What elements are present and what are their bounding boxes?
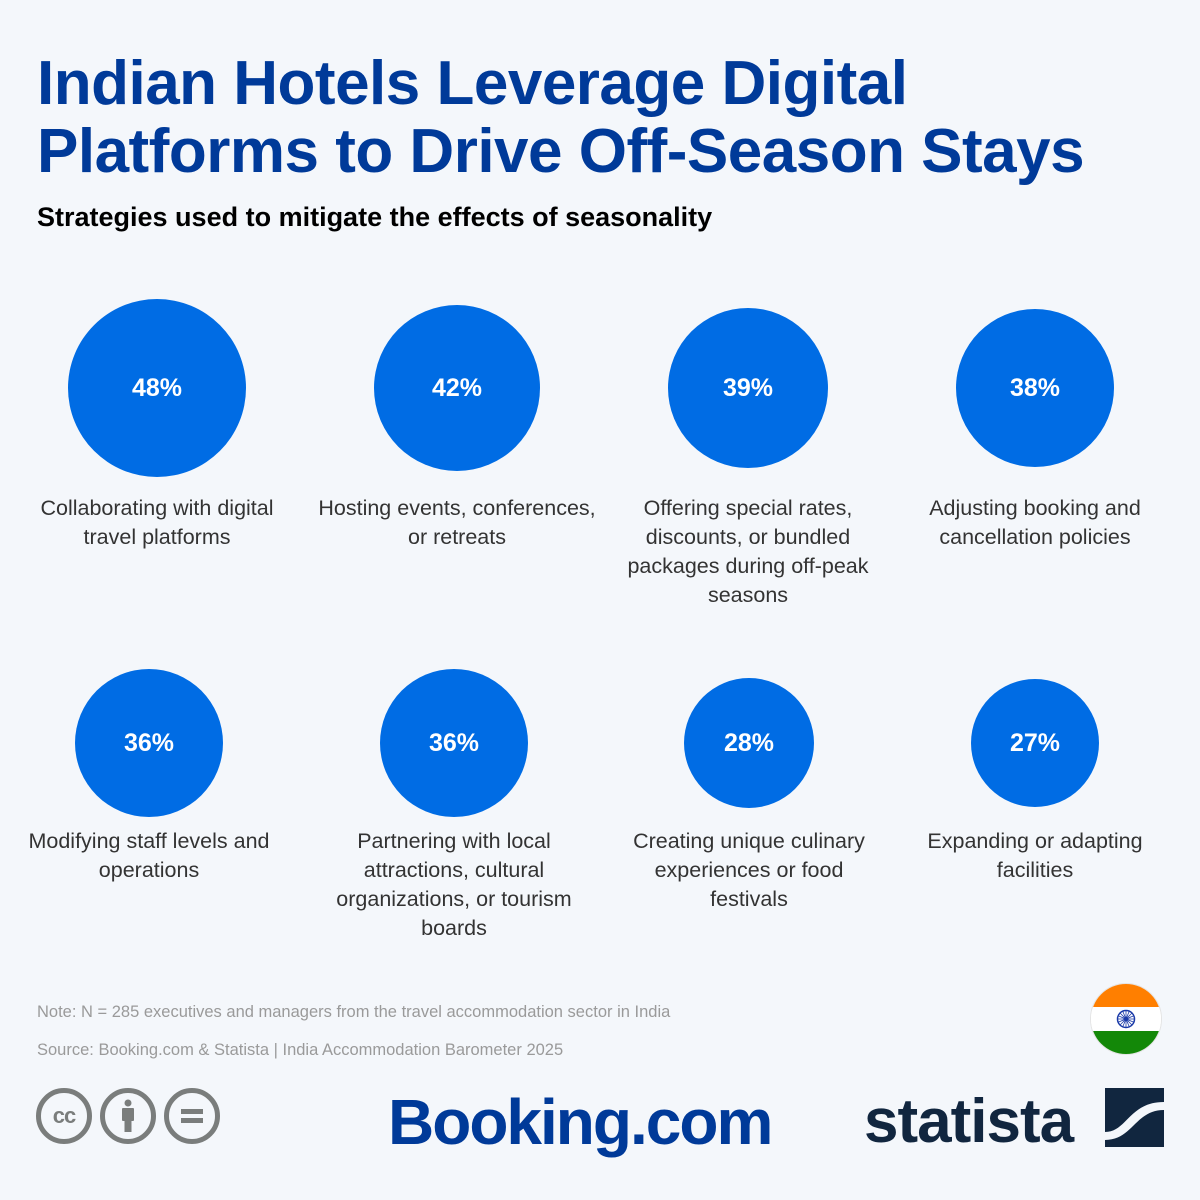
creative-commons-icon[interactable]: cc: [36, 1088, 92, 1144]
chart-subtitle: Strategies used to mitigate the effects …: [37, 202, 713, 232]
statista-logo-icon: [1105, 1088, 1164, 1147]
strategy-label: Modifying staff levels and operations: [28, 829, 270, 882]
strategy-label: Adjusting booking and cancellation polic…: [929, 496, 1141, 549]
value-bubble: 27%: [971, 679, 1099, 807]
india-flag-icon: [1090, 983, 1162, 1055]
strategy-label: Partnering with local attractions, cultu…: [336, 829, 572, 940]
source-text: Source: Booking.com & Statista | India A…: [37, 1041, 564, 1059]
booking-logo: Booking.com: [388, 1086, 773, 1158]
value-bubble: 38%: [956, 309, 1114, 467]
strategy-label: Offering special rates, discounts, or bu…: [627, 496, 869, 607]
strategy-label: Collaborating with digital travel platfo…: [40, 496, 274, 549]
value-bubble: 36%: [75, 669, 223, 817]
attribution-icon[interactable]: [100, 1088, 156, 1144]
chart-title: Indian Hotels Leverage Digital Platforms…: [37, 49, 1085, 186]
strategy-label: Creating unique culinary experiences or …: [633, 829, 865, 911]
license-icons: cc: [36, 1088, 220, 1144]
ashoka-chakra-icon: [1116, 1009, 1136, 1029]
value-bubble: 36%: [380, 669, 528, 817]
strategy-label: Expanding or adapting facilities: [927, 829, 1143, 882]
statista-logo: statista: [864, 1087, 1074, 1156]
strategy-label: Hosting events, conferences, or retreats: [318, 496, 596, 549]
value-bubble: 28%: [684, 678, 814, 808]
value-bubble: 48%: [68, 299, 246, 477]
value-bubble: 42%: [374, 305, 540, 471]
note-text: Note: N = 285 executives and managers fr…: [37, 1003, 671, 1021]
no-derivatives-icon[interactable]: [164, 1088, 220, 1144]
value-bubble: 39%: [668, 308, 828, 468]
